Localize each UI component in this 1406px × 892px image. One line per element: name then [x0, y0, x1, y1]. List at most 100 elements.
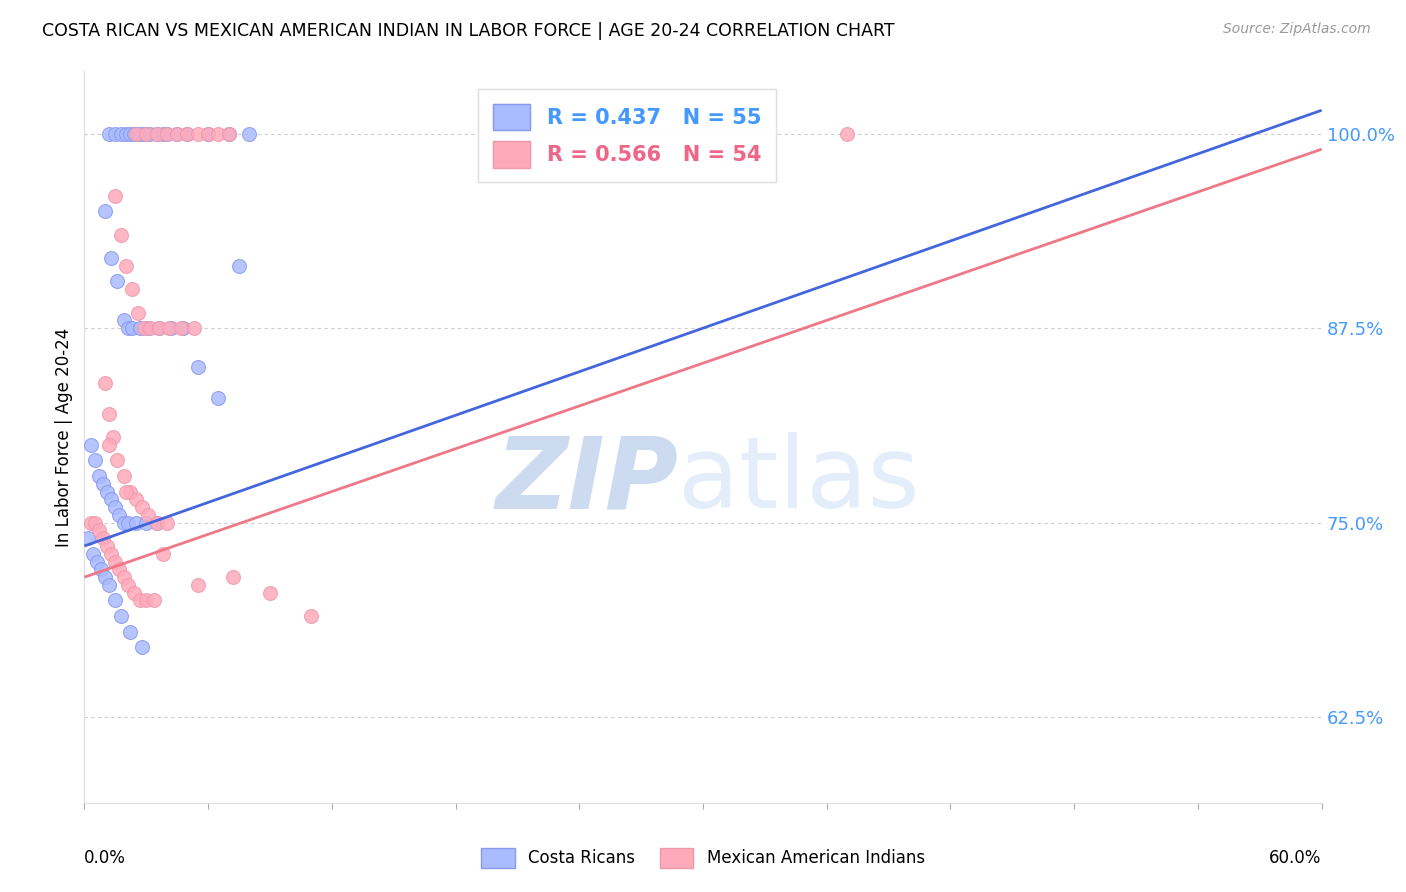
Point: [176, 127, 198, 141]
Point: [110, 127, 132, 141]
Point: [218, 127, 240, 141]
Point: [94, 204, 117, 219]
Point: [104, 189, 127, 203]
Point: [127, 127, 149, 141]
Legend: Costa Ricans, Mexican American Indians: Costa Ricans, Mexican American Indians: [475, 841, 931, 875]
Point: [218, 127, 240, 141]
Point: [100, 251, 122, 265]
Point: [135, 516, 157, 530]
Point: [110, 609, 132, 624]
Point: [259, 585, 281, 599]
Point: [114, 259, 136, 273]
Point: [187, 359, 209, 374]
Text: COSTA RICAN VS MEXICAN AMERICAN INDIAN IN LABOR FORCE | AGE 20-24 CORRELATION CH: COSTA RICAN VS MEXICAN AMERICAN INDIAN I…: [42, 22, 894, 40]
Point: [136, 508, 159, 522]
Point: [108, 508, 131, 522]
Point: [148, 321, 170, 335]
Point: [90, 562, 112, 576]
Point: [145, 516, 167, 530]
Point: [112, 313, 135, 327]
Point: [118, 484, 141, 499]
Point: [112, 469, 135, 483]
Point: [122, 585, 145, 599]
Point: [98, 407, 121, 421]
Point: [122, 127, 145, 141]
Point: [125, 516, 148, 530]
Point: [121, 282, 143, 296]
Point: [125, 127, 148, 141]
Point: [157, 321, 180, 335]
Point: [91, 476, 114, 491]
Point: [100, 492, 122, 507]
Point: [143, 593, 166, 607]
Point: [83, 516, 105, 530]
Point: [117, 321, 139, 335]
Point: [108, 562, 131, 576]
Point: [197, 127, 219, 141]
Point: [222, 570, 245, 584]
Point: [114, 484, 136, 499]
Point: [129, 321, 152, 335]
Point: [135, 127, 157, 141]
Point: [112, 570, 135, 584]
Point: [145, 516, 167, 530]
Text: Source: ZipAtlas.com: Source: ZipAtlas.com: [1223, 22, 1371, 37]
Point: [96, 484, 118, 499]
Point: [127, 305, 149, 319]
Point: [131, 640, 153, 655]
Point: [837, 127, 859, 141]
Point: [145, 127, 167, 141]
Point: [176, 127, 198, 141]
Point: [187, 578, 209, 592]
Point: [145, 127, 167, 141]
Point: [228, 259, 250, 273]
Point: [129, 593, 152, 607]
Point: [166, 127, 188, 141]
Point: [156, 127, 179, 141]
Legend: R = 0.437   N = 55, R = 0.566   N = 54: R = 0.437 N = 55, R = 0.566 N = 54: [478, 89, 776, 182]
Text: ZIP: ZIP: [495, 433, 678, 530]
Point: [134, 321, 156, 335]
Point: [187, 127, 209, 141]
Point: [79, 516, 101, 530]
Point: [299, 609, 322, 624]
Point: [160, 321, 183, 335]
Point: [94, 376, 117, 390]
Point: [98, 578, 121, 592]
Point: [105, 453, 128, 467]
Point: [79, 438, 101, 452]
Point: [135, 127, 157, 141]
Point: [86, 555, 108, 569]
Point: [104, 555, 127, 569]
Point: [121, 321, 143, 335]
Point: [87, 469, 110, 483]
Point: [118, 624, 141, 639]
Point: [183, 321, 205, 335]
Point: [117, 578, 139, 592]
Point: [91, 531, 114, 545]
Point: [100, 547, 122, 561]
Point: [118, 127, 141, 141]
Point: [105, 275, 128, 289]
Point: [152, 127, 174, 141]
Point: [166, 127, 188, 141]
Point: [104, 593, 127, 607]
Point: [139, 127, 162, 141]
Point: [94, 570, 117, 584]
Point: [131, 500, 153, 515]
Point: [135, 593, 157, 607]
Text: 60.0%: 60.0%: [1270, 849, 1322, 868]
Point: [82, 547, 104, 561]
Point: [207, 391, 229, 405]
Point: [131, 127, 153, 141]
Text: atlas: atlas: [678, 433, 920, 530]
Point: [197, 127, 219, 141]
Point: [125, 492, 148, 507]
Point: [114, 127, 136, 141]
Text: 0.0%: 0.0%: [84, 849, 127, 868]
Point: [139, 321, 162, 335]
Point: [156, 127, 179, 141]
Point: [87, 524, 110, 538]
Point: [77, 531, 100, 545]
Point: [98, 127, 121, 141]
